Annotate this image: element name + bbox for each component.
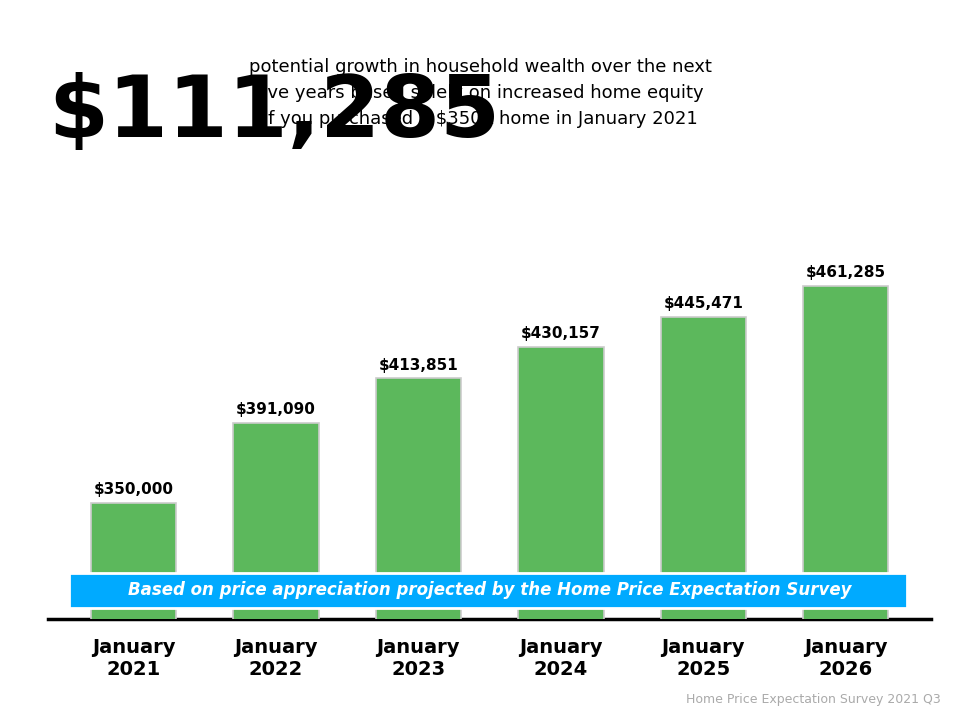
Text: $461,285: $461,285: [805, 266, 886, 280]
Bar: [518, 347, 604, 720]
Text: Home Price Expectation Survey 2021 Q3: Home Price Expectation Survey 2021 Q3: [686, 693, 941, 706]
Text: Based on price appreciation projected by the Home Price Expectation Survey: Based on price appreciation projected by…: [128, 581, 852, 599]
Bar: [91, 503, 177, 720]
FancyBboxPatch shape: [69, 572, 907, 608]
Text: $111,285: $111,285: [48, 72, 500, 155]
Text: $445,471: $445,471: [663, 296, 743, 311]
Bar: [803, 287, 888, 720]
Bar: [233, 423, 319, 720]
Text: $413,851: $413,851: [378, 358, 458, 373]
Bar: [375, 379, 461, 720]
Text: $430,157: $430,157: [521, 326, 601, 341]
Text: $350,000: $350,000: [93, 482, 174, 497]
Bar: [660, 317, 746, 720]
Text: $391,090: $391,090: [236, 402, 316, 417]
Text: potential growth in household wealth over the next
five years based solely on in: potential growth in household wealth ove…: [249, 58, 711, 128]
